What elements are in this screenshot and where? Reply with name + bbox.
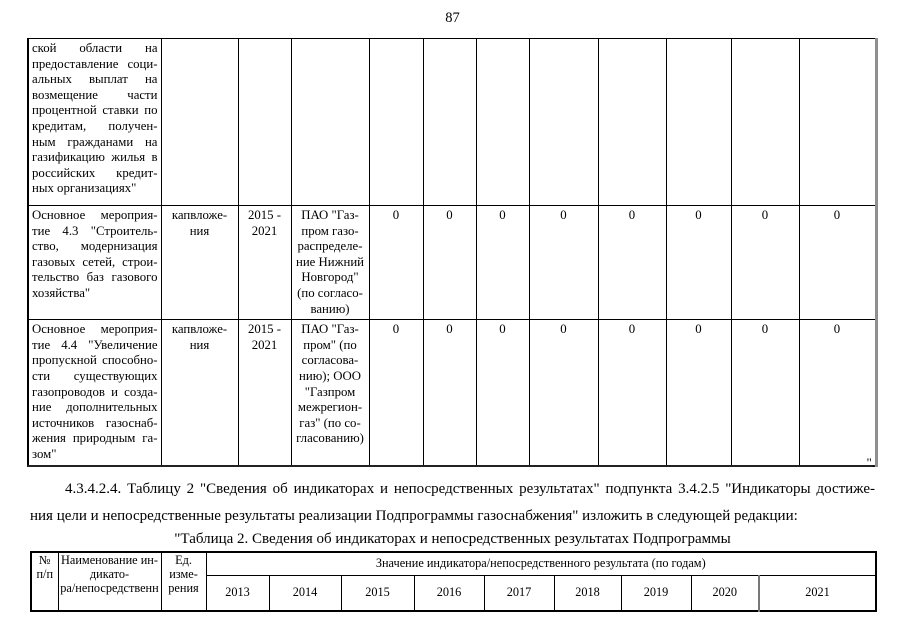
period-cell: 2015 - 2021 [237,319,292,467]
col-header-name: Наименование ин- дикато- ра/непосредстве… [57,551,162,612]
activity-name-line: ных организациях" [32,181,137,196]
value-cell [730,38,800,206]
activity-name-line: сти существующих [32,368,158,383]
period-cell [237,38,292,206]
source-cell [290,38,370,206]
table2-header-row-1: № п/п Наименование ин- дикато- ра/непоср… [30,551,877,612]
activity-name-line: хозяйства" [32,285,91,300]
top-table-row: Основное мероприя-тие 4.4 "Увеличение про… [27,319,878,467]
table2-title: "Таблица 2. Сведения об индикаторах и не… [174,531,731,547]
closing-quote-mark: ". [866,455,875,470]
activity-name-line: ным гражданами на [32,134,158,149]
amendment-paragraph: 4.3.4.2.4. Таблицу 2 "Сведения об индика… [30,476,875,530]
activity-name-line: российских кредит- [32,165,158,180]
value-cell: 0 [798,204,878,321]
activity-name-cell: Основное мероприя-тие 4.3 "Строитель-ств… [27,204,162,321]
col-header-num: № п/п [30,551,59,612]
value-cell: 0 [528,319,599,467]
value-cell: 0 [665,204,732,321]
source-cell: ПАО "Газ- пром" (по согласова- нию); ООО… [290,319,370,467]
paragraph-line-1: 4.3.4.2.4. Таблицу 2 "Сведения об индика… [65,481,875,497]
top-table-row: Основное мероприя-тие 4.3 "Строитель-ств… [27,204,878,321]
activity-name-line: источников газоснаб- [32,415,158,430]
activity-name-line: тие 4.3 "Строитель- [32,223,158,238]
col-header-values-group: Значение индикатора/непосредственного ре… [205,551,877,576]
year-header-2018: 2018 [553,575,622,612]
value-cell: 0 [798,319,878,467]
value-cell [597,38,667,206]
value-cell: 0 [730,204,800,321]
value-cell: 0 [368,204,424,321]
indicators-table: № п/п Наименование ин- дикато- ра/непоср… [30,551,877,612]
activity-name-line: жения природным га- [32,431,158,446]
activity-name-line: зом" [32,446,57,461]
unit-cell: капвложе- ния [160,204,239,321]
activity-name-line: газовых сетей, строи- [32,254,158,269]
value-cell: 0 [665,319,732,467]
activity-name-line: возмещение части [32,87,158,102]
year-header-2015: 2015 [340,575,415,612]
source-cell: ПАО "Газ- пром газо- распределе- ние Ниж… [290,204,370,321]
unit-cell [160,38,239,206]
value-cell: 0 [597,319,667,467]
paragraph-line-2: ния цели и непосредственные результаты р… [30,508,798,524]
value-cell: 0 [422,319,477,467]
page-number: 87 [445,10,460,26]
year-header-2017: 2017 [483,575,555,612]
activity-name-line: предоставление соци- [32,56,158,71]
year-header-2021: 2021 [758,575,877,612]
activity-name-line: тие 4.4 "Увеличение [32,337,158,352]
value-cell: 0 [528,204,599,321]
top-table-body: ской области на предоставление соци-альны… [27,38,878,467]
value-cell [665,38,732,206]
activity-name-cell: ской области на предоставление соци-альны… [27,38,162,206]
activity-name-line: газопроводов и созда- [32,384,158,399]
value-cell: 0 [475,319,530,467]
year-header-2014: 2014 [268,575,342,612]
activity-name-line: ние дополнительных [32,400,158,415]
top-table: ской области на предоставление соци-альны… [27,38,878,467]
value-cell: 0 [730,319,800,467]
value-cell: 0 [422,204,477,321]
value-cell [422,38,477,206]
col-header-unit: Ед. изме- рения [160,551,207,612]
activity-name-line: Основное мероприя- [32,322,158,337]
value-cell: 0 [475,204,530,321]
activity-name-line: альных выплат на [32,72,158,87]
activity-name-line: процентной ставки по [32,103,158,118]
activity-name-cell: Основное мероприя-тие 4.4 "Увеличение про… [27,319,162,467]
activity-name-line: пропускной способно- [32,353,158,368]
value-cell [798,38,878,206]
activity-name-line: Основное мероприя- [32,208,158,222]
period-cell: 2015 - 2021 [237,204,292,321]
year-header-2016: 2016 [413,575,485,612]
activity-name-line: тельство баз газового [32,270,158,285]
activity-name-line: газификацию жилья в [32,150,158,165]
unit-cell: капвложе- ния [160,319,239,467]
value-cell: 0 [597,204,667,321]
value-cell [475,38,530,206]
value-cell: 0 [368,319,424,467]
value-cell [368,38,424,206]
activity-name-line: кредитам, получен- [32,118,158,133]
year-header-2020: 2020 [690,575,760,612]
activity-name-line: ство, модернизация [32,239,158,254]
year-header-2013: 2013 [205,575,270,612]
year-header-2019: 2019 [620,575,692,612]
top-table-row: ской области на предоставление соци-альны… [27,38,878,206]
activity-name-line: ской области на [32,41,158,55]
table2-header-row-2: 2013 2014 2015 2016 2017 2018 2019 2020 … [31,575,877,612]
value-cell [528,38,599,206]
